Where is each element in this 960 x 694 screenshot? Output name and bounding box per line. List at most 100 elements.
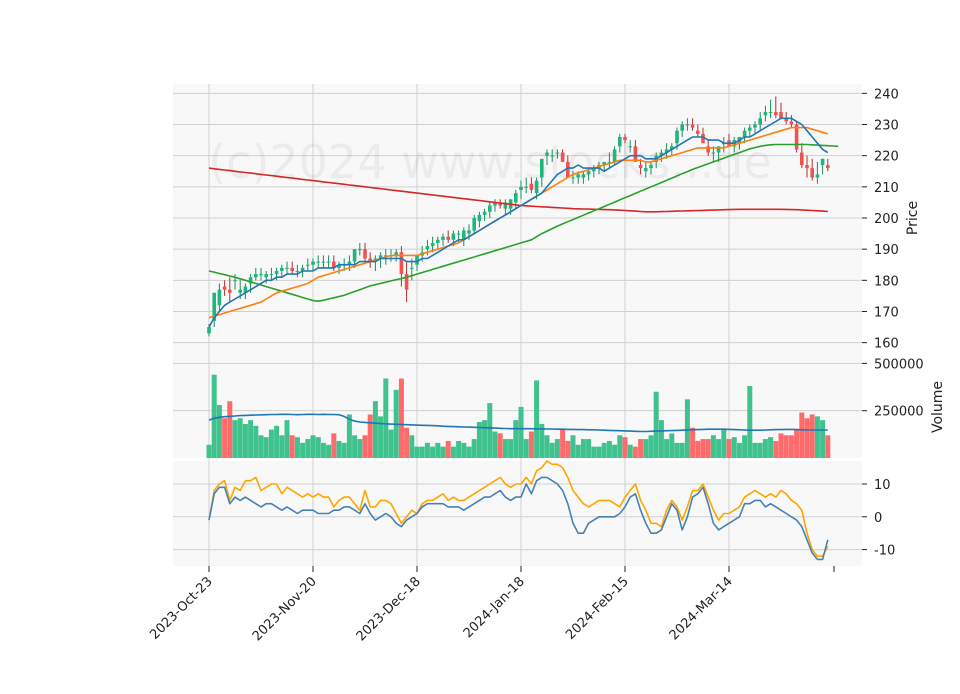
candle-body	[269, 274, 274, 276]
volume-bar	[206, 444, 212, 458]
candle-body	[217, 289, 222, 306]
oscillator-signal-line	[208, 476, 829, 561]
candle-body	[415, 255, 419, 265]
volume-bar	[274, 425, 280, 458]
volume-bar	[414, 446, 420, 458]
candle-body	[280, 267, 284, 271]
volume-bar	[424, 442, 430, 458]
price-tick-label: 240	[874, 87, 899, 102]
volume-bar	[482, 420, 488, 458]
volume-axis-label: Volume	[930, 381, 946, 433]
candle-body	[774, 112, 778, 116]
volume-bar	[648, 435, 654, 458]
candle-body	[259, 274, 263, 276]
oscillator-main-line	[208, 460, 829, 558]
volume-bar	[237, 418, 243, 458]
grid-lines	[173, 84, 862, 566]
candle-body	[233, 280, 237, 282]
volume-bar	[216, 405, 222, 458]
osc-tick-label: 10	[874, 478, 891, 493]
candle-body	[623, 136, 627, 141]
candle-body	[410, 267, 414, 269]
candle-body	[529, 183, 534, 190]
price-panel	[207, 96, 839, 337]
candle-body	[555, 152, 560, 154]
volume-bar	[549, 442, 555, 458]
volume-bar	[388, 429, 394, 458]
volume-bar	[554, 439, 560, 458]
oscillator-panel	[208, 460, 829, 561]
candle-body	[285, 267, 289, 269]
volume-bar	[352, 435, 358, 458]
volume-bar	[825, 435, 831, 458]
volume-bar	[248, 420, 254, 458]
volume-bar	[679, 442, 685, 458]
candle-body	[800, 152, 804, 166]
volume-bar	[580, 439, 586, 458]
volume-bar	[331, 433, 337, 458]
price-tick-label: 160	[874, 337, 899, 352]
volume-bar	[570, 435, 576, 458]
price-axis-label: Price	[905, 201, 921, 235]
volume-bar	[232, 420, 238, 458]
volume-bar	[534, 380, 540, 458]
volume-bar	[752, 442, 758, 458]
candle-body	[742, 130, 747, 137]
candle-body	[602, 161, 606, 166]
candle-body	[482, 211, 487, 215]
candle-body	[316, 261, 320, 263]
candle-body	[748, 127, 752, 131]
candle-body	[472, 218, 476, 231]
candle-body	[675, 130, 679, 144]
candle-body	[514, 193, 518, 203]
candle-body	[826, 165, 830, 169]
volume-bar	[211, 374, 217, 458]
volume-bar	[591, 446, 597, 458]
candle-body	[488, 205, 492, 212]
candle-body	[768, 112, 773, 114]
candle-body	[805, 165, 809, 169]
volume-bar	[492, 431, 498, 458]
candle-body	[394, 252, 398, 256]
volume-bar	[627, 444, 633, 458]
x-tick-label: 2023-Nov-20	[250, 574, 320, 644]
candle-body	[784, 118, 788, 122]
volume-bar	[794, 429, 800, 458]
volume-bar	[404, 427, 410, 458]
candle-body	[404, 274, 409, 290]
candle-body	[503, 202, 508, 209]
volume-bar	[674, 442, 680, 458]
volume-bar	[778, 433, 784, 458]
candle-body	[618, 136, 622, 147]
price-tick-label: 220	[874, 150, 899, 165]
x-tick-label: 2024-Feb-15	[563, 574, 632, 643]
volume-bar	[315, 437, 321, 458]
volume-bar	[747, 386, 753, 458]
candle-body	[592, 168, 596, 172]
candle-body	[254, 274, 258, 278]
candle-body	[545, 152, 549, 156]
volume-bar	[757, 442, 763, 458]
candle-body	[581, 174, 586, 178]
volume-bar	[227, 401, 233, 458]
volume-bar	[445, 440, 451, 458]
osc-tick-label: 0	[874, 511, 882, 526]
price-tick-label: 190	[874, 243, 899, 258]
volume-bar	[804, 418, 810, 458]
candle-body	[644, 168, 648, 172]
volume-bar	[268, 429, 274, 458]
candle-body	[540, 158, 544, 178]
candle-body	[425, 246, 430, 250]
osc-tick-label: -10	[874, 544, 895, 559]
volume-bar	[362, 435, 368, 458]
candle-body	[352, 249, 357, 262]
candle-body	[326, 261, 331, 263]
candle-body	[716, 146, 721, 153]
volume-bar	[768, 437, 774, 458]
candle-body	[612, 149, 617, 162]
volume-bar	[357, 439, 363, 458]
candle-body	[358, 249, 362, 251]
volume-bar	[263, 437, 269, 458]
volume-bar	[305, 439, 311, 458]
volume-bar	[398, 378, 404, 458]
